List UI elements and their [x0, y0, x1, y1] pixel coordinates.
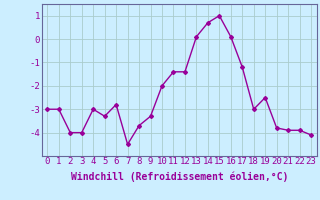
X-axis label: Windchill (Refroidissement éolien,°C): Windchill (Refroidissement éolien,°C): [70, 172, 288, 182]
